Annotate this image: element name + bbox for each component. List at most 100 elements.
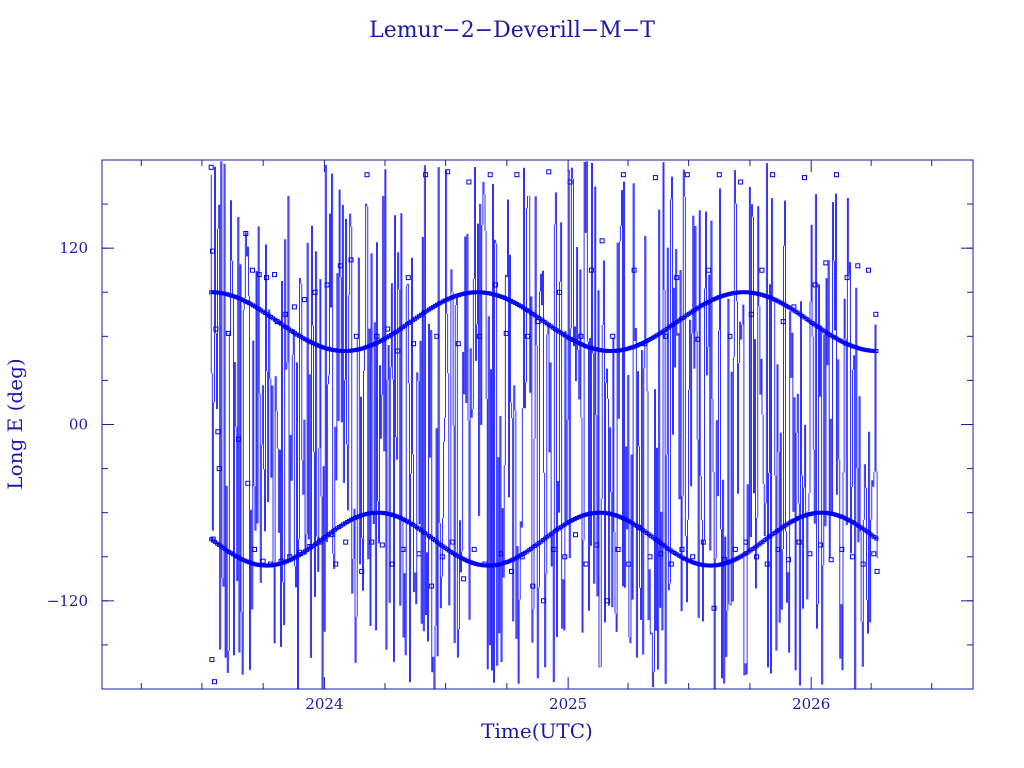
data-point <box>866 267 871 273</box>
data-point <box>208 164 214 170</box>
data-point <box>663 333 669 339</box>
data-point <box>477 333 483 339</box>
data-point <box>748 311 754 317</box>
data-point <box>743 539 749 545</box>
data-point <box>873 311 879 317</box>
data-point <box>348 257 354 263</box>
data-point <box>445 169 451 175</box>
data-point <box>439 554 445 560</box>
data-point <box>812 282 818 288</box>
y-axis-label: Long E (deg) <box>3 358 27 489</box>
data-point <box>216 466 222 472</box>
data-point <box>530 583 536 589</box>
longitude-track <box>210 161 878 689</box>
data-point <box>333 561 339 567</box>
data-point <box>245 480 251 486</box>
x-tick-label: 2025 <box>549 695 587 713</box>
data-point <box>317 539 323 545</box>
data-point <box>727 333 733 339</box>
data-point <box>557 289 562 295</box>
data-point <box>764 561 770 567</box>
y-tick-label: 00 <box>69 416 88 434</box>
data-point <box>385 326 391 332</box>
data-point <box>674 275 680 281</box>
data-point <box>658 551 664 557</box>
data-point <box>636 524 642 530</box>
data-point <box>400 546 406 552</box>
data-point <box>706 267 712 273</box>
data-point <box>278 558 284 564</box>
data-point <box>583 561 589 567</box>
data-point <box>343 539 349 545</box>
data-point <box>215 429 221 435</box>
data-point <box>260 558 266 564</box>
data-point <box>738 179 744 185</box>
data-point <box>700 539 706 545</box>
data-point <box>668 561 674 567</box>
data-point <box>359 568 365 574</box>
data-point <box>562 554 568 560</box>
data-point <box>775 546 781 552</box>
data-point <box>647 554 653 560</box>
data-point <box>411 341 417 347</box>
data-point <box>535 319 541 325</box>
data-point <box>780 319 786 325</box>
data-point <box>243 231 249 236</box>
data-point <box>282 311 288 317</box>
data-point <box>498 551 504 557</box>
data-point <box>209 657 215 663</box>
data-point <box>871 551 877 557</box>
y-tick-label: −120 <box>47 592 88 610</box>
data-point <box>690 554 696 560</box>
data-point <box>620 172 626 178</box>
data-point <box>844 275 850 281</box>
data-point <box>828 557 834 563</box>
data-point <box>423 172 429 178</box>
data-point <box>287 554 293 560</box>
data-point <box>210 248 215 254</box>
data-point <box>525 333 530 339</box>
data-point <box>807 551 813 557</box>
data-point <box>834 172 839 178</box>
data-point <box>272 272 277 278</box>
data-point <box>588 267 594 273</box>
data-point <box>374 333 380 339</box>
data-point <box>226 330 231 336</box>
data-point <box>268 561 273 567</box>
data-point <box>855 263 861 269</box>
data-point <box>210 536 216 542</box>
data-layer <box>208 161 880 689</box>
data-point <box>695 336 701 342</box>
data-point <box>860 561 866 567</box>
data-point <box>541 598 546 604</box>
data-point <box>802 175 807 181</box>
data-point <box>722 557 728 563</box>
data-point <box>256 272 262 278</box>
ticks-layer: 2024 2025 2026 −120 00 120 <box>47 160 973 713</box>
data-point <box>578 333 584 339</box>
data-point <box>337 263 343 269</box>
data-point <box>301 297 307 303</box>
data-point <box>487 172 493 178</box>
data-point <box>450 539 456 545</box>
data-point <box>567 179 573 185</box>
data-point <box>264 275 269 281</box>
data-point <box>369 539 375 545</box>
data-point <box>754 554 760 560</box>
data-point <box>759 267 765 273</box>
data-point <box>823 260 829 266</box>
data-point <box>679 546 685 552</box>
data-point <box>796 539 802 545</box>
data-point <box>236 436 241 442</box>
data-point <box>850 554 855 560</box>
data-point <box>711 605 717 611</box>
data-point <box>291 304 297 310</box>
data-point <box>493 282 498 288</box>
data-point <box>324 282 330 288</box>
data-point <box>514 172 520 178</box>
data-point <box>874 568 880 574</box>
x-tick-label: 2024 <box>305 695 343 713</box>
data-point <box>312 289 318 295</box>
data-point <box>213 326 219 332</box>
data-point <box>551 546 557 552</box>
